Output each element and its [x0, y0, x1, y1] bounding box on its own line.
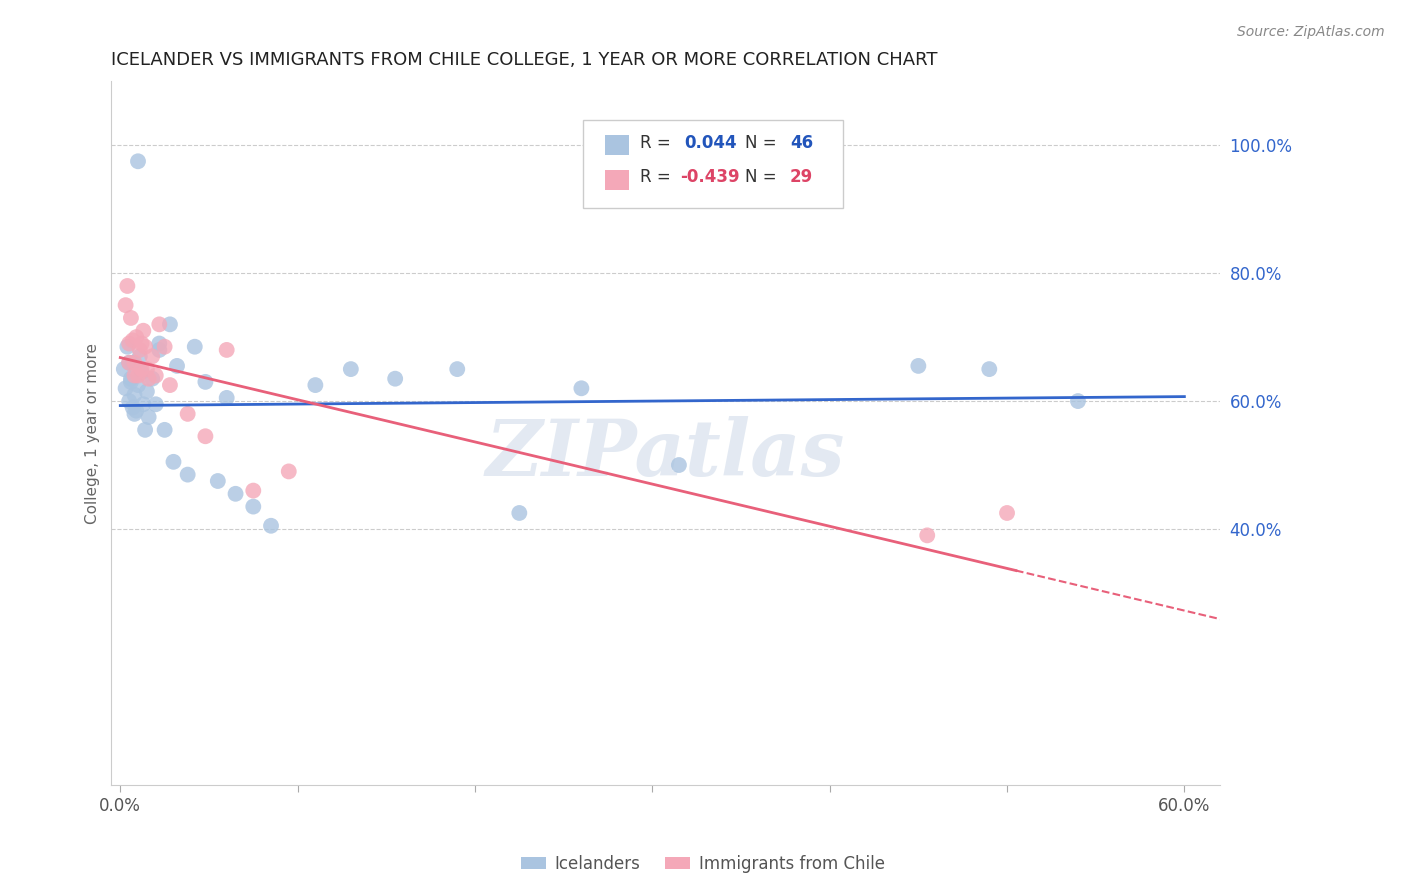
Point [121, 334, 143, 348]
FancyBboxPatch shape [605, 169, 628, 190]
Point [176, 467, 198, 482]
Point [384, 372, 406, 386]
Point [225, 487, 247, 501]
Text: Source: ZipAtlas.com: Source: ZipAtlas.com [1237, 25, 1385, 39]
Text: ICELANDER VS IMMIGRANTS FROM CHILE COLLEGE, 1 YEAR OR MORE CORRELATION CHART: ICELANDER VS IMMIGRANTS FROM CHILE COLLE… [111, 51, 938, 69]
Point [132, 397, 155, 411]
Point [260, 518, 283, 533]
Point [114, 298, 136, 312]
Point [148, 336, 170, 351]
Legend: Icelanders, Immigrants from Chile: Icelanders, Immigrants from Chile [515, 848, 891, 880]
Point [148, 318, 170, 332]
Point [120, 310, 142, 325]
Point [184, 340, 207, 354]
Point [148, 343, 170, 357]
Point [134, 340, 156, 354]
Point [162, 455, 184, 469]
Point [124, 356, 146, 370]
Point [159, 318, 181, 332]
Point [145, 368, 167, 383]
Point [153, 423, 176, 437]
Point [131, 362, 153, 376]
Point [118, 356, 141, 370]
Point [979, 362, 1001, 376]
Point [215, 343, 238, 357]
Point [131, 365, 153, 379]
Point [446, 362, 468, 376]
Point [176, 407, 198, 421]
Point [127, 378, 149, 392]
Point [120, 372, 142, 386]
Text: R =: R = [640, 134, 676, 152]
Point [128, 343, 150, 357]
Point [121, 401, 143, 415]
Point [135, 384, 157, 399]
Point [995, 506, 1018, 520]
Point [127, 368, 149, 383]
Point [125, 403, 148, 417]
Point [153, 340, 176, 354]
Point [120, 375, 142, 389]
Point [508, 506, 530, 520]
Point [131, 336, 153, 351]
Text: N =: N = [745, 169, 782, 186]
Point [141, 372, 163, 386]
Text: ZIPatlas: ZIPatlas [486, 416, 845, 492]
Point [125, 330, 148, 344]
Point [128, 349, 150, 363]
Point [215, 391, 238, 405]
Point [141, 349, 163, 363]
Text: 0.044: 0.044 [685, 134, 737, 152]
Point [194, 375, 217, 389]
Text: 29: 29 [790, 169, 813, 186]
Point [907, 359, 929, 373]
Text: N =: N = [745, 134, 782, 152]
Point [118, 394, 141, 409]
Point [304, 378, 326, 392]
Point [132, 324, 155, 338]
Text: R =: R = [640, 169, 676, 186]
Point [242, 483, 264, 498]
Point [242, 500, 264, 514]
Point [118, 356, 141, 370]
Point [915, 528, 938, 542]
Point [121, 356, 143, 370]
Point [135, 362, 157, 376]
Point [124, 368, 146, 383]
Point [134, 423, 156, 437]
Point [207, 474, 229, 488]
Point [138, 410, 160, 425]
Point [571, 381, 593, 395]
Point [145, 397, 167, 411]
Point [117, 340, 139, 354]
Point [1067, 394, 1090, 409]
Point [124, 387, 146, 401]
Point [117, 279, 139, 293]
Point [194, 429, 217, 443]
Point [127, 154, 149, 169]
Y-axis label: College, 1 year or more: College, 1 year or more [86, 343, 100, 524]
Point [124, 407, 146, 421]
Point [159, 378, 181, 392]
Point [668, 458, 690, 472]
Text: -0.439: -0.439 [681, 169, 740, 186]
Point [138, 372, 160, 386]
Point [340, 362, 363, 376]
Point [114, 381, 136, 395]
Text: 46: 46 [790, 134, 813, 152]
FancyBboxPatch shape [605, 135, 628, 155]
Point [166, 359, 188, 373]
Point [112, 362, 135, 376]
FancyBboxPatch shape [582, 120, 844, 208]
Point [118, 336, 141, 351]
Point [277, 464, 299, 478]
